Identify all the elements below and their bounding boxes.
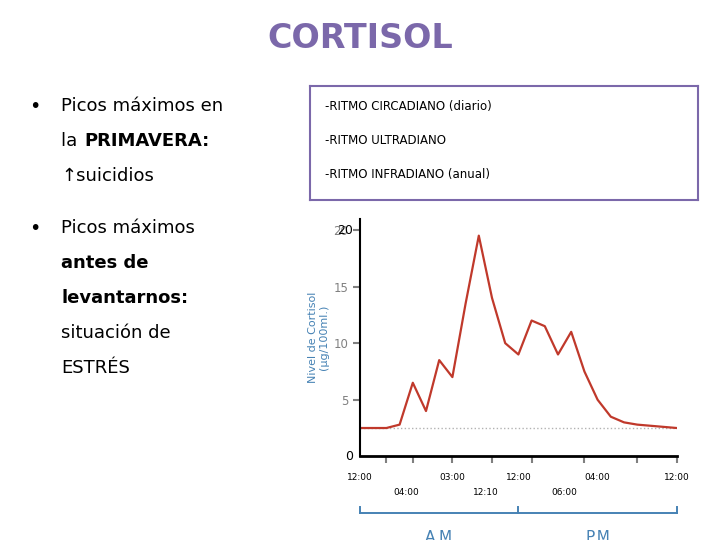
Text: 0: 0 [346,450,354,463]
Text: 12:00: 12:00 [505,473,531,482]
Text: 06:00: 06:00 [552,488,577,497]
Text: levantarnos:: levantarnos: [61,289,189,307]
Text: Picos máximos: Picos máximos [61,219,195,237]
Text: •: • [29,219,40,238]
Text: -RITMO ULTRADIANO: -RITMO ULTRADIANO [325,134,446,147]
Y-axis label: Nivel de Cortisol
(µg/100ml.): Nivel de Cortisol (µg/100ml.) [307,292,329,383]
Text: situación de: situación de [61,324,171,342]
Text: -RITMO INFRADIANO (anual): -RITMO INFRADIANO (anual) [325,168,490,181]
Text: la: la [61,132,84,150]
Text: P.M: P.M [585,530,610,540]
Text: 12:10: 12:10 [472,488,498,497]
Text: PRIMAVERA:: PRIMAVERA: [84,132,210,150]
Text: 04:00: 04:00 [393,488,419,497]
Text: antes de: antes de [61,254,149,272]
Text: 20: 20 [338,224,354,237]
Text: ESTRÉS: ESTRÉS [61,359,130,377]
Text: A.M: A.M [425,530,454,540]
Text: CORTISOL: CORTISOL [267,22,453,55]
Text: 12:00: 12:00 [664,473,690,482]
Text: •: • [29,97,40,116]
Text: ↑suicidios: ↑suicidios [61,167,154,185]
Text: Picos máximos en: Picos máximos en [61,97,223,115]
Text: 04:00: 04:00 [585,473,611,482]
Text: 12:00: 12:00 [347,473,373,482]
Text: 03:00: 03:00 [439,473,465,482]
Text: -RITMO CIRCADIANO (diario): -RITMO CIRCADIANO (diario) [325,100,492,113]
